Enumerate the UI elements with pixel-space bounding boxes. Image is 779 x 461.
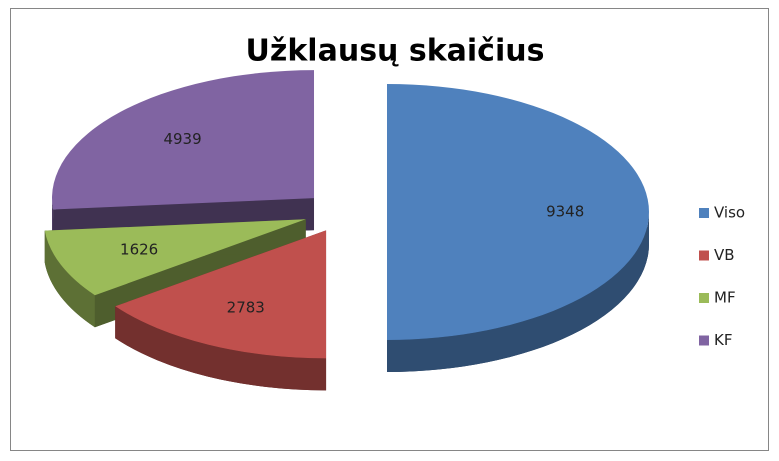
slice-top — [115, 230, 327, 359]
data-label: 9348 — [546, 203, 584, 221]
slice-wall — [387, 212, 649, 372]
legend-label: Viso — [714, 204, 745, 222]
slice-top — [387, 84, 649, 340]
pie-slice — [115, 230, 327, 391]
slice-wall — [115, 306, 327, 391]
slice-top — [44, 219, 306, 296]
data-label: 4939 — [163, 130, 201, 148]
legend-swatch — [699, 208, 709, 218]
chart-title: Užklausų skaičius — [246, 34, 545, 69]
legend-label: KF — [714, 331, 732, 349]
slice-wall — [44, 230, 95, 328]
legend-label: MF — [714, 289, 736, 307]
data-label: 2783 — [227, 299, 265, 317]
legend-swatch — [699, 335, 709, 346]
legend-swatch — [699, 293, 709, 303]
legend-label: VB — [714, 246, 735, 264]
pie-slice — [387, 84, 649, 372]
data-label: 1626 — [120, 241, 158, 259]
legend-swatch — [699, 250, 709, 261]
slice-top — [52, 70, 315, 210]
pie-slice — [52, 70, 315, 242]
